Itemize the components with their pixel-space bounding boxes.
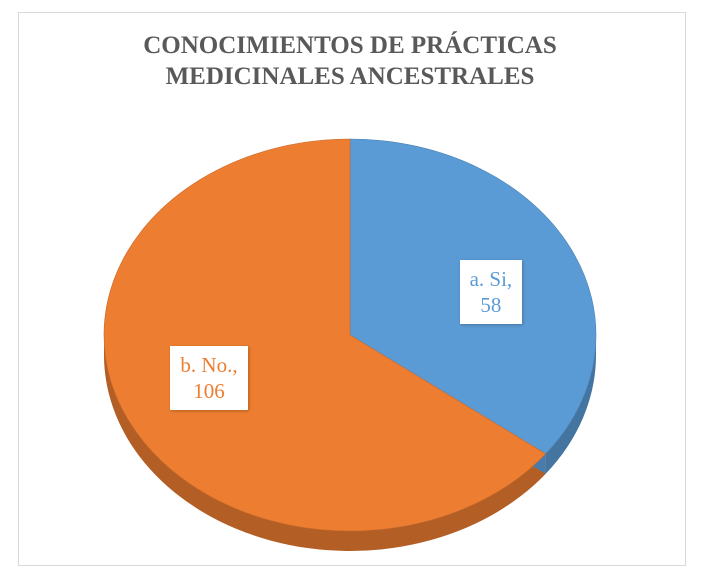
chart-title: CONOCIMIENTOS DE PRÁCTICAS MEDICINALES A… — [143, 32, 557, 90]
data-label-line: 106 — [193, 379, 225, 404]
data-label: b. No., 106 — [170, 346, 248, 411]
data-label-line: b. No., — [180, 353, 238, 378]
chart-frame — [18, 12, 686, 566]
slice — [103, 138, 547, 532]
data-label-line: 58 — [480, 292, 502, 317]
data-label-line: a. Si, — [469, 266, 513, 291]
slice-side — [545, 335, 596, 474]
data-label: a. Si, 58 — [459, 259, 523, 324]
